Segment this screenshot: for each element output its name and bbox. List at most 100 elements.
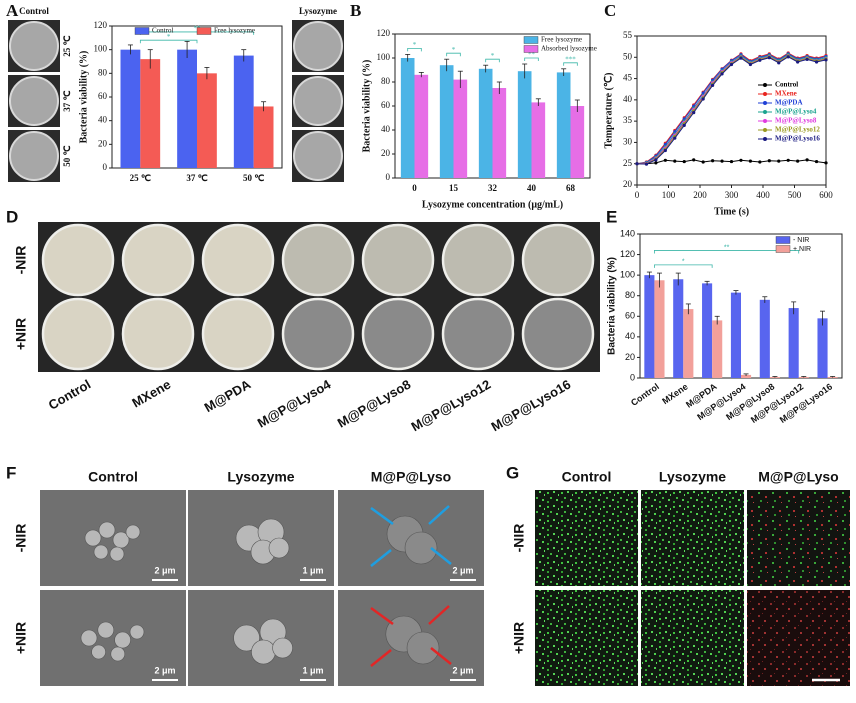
legend-swatch [134, 27, 150, 35]
cell [114, 631, 131, 649]
petri-dish [121, 223, 195, 297]
legend-label: M@PDA [775, 99, 803, 107]
point [824, 58, 828, 62]
x-tick-label: 200 [693, 190, 707, 200]
arrow [428, 605, 450, 625]
point [644, 162, 649, 166]
point [711, 159, 715, 163]
column-label: Lysozyme [227, 469, 294, 485]
bar [120, 49, 141, 168]
column-label: Control [46, 377, 94, 413]
point [701, 97, 705, 101]
petri-dish [361, 223, 435, 297]
column-label: M@P@Lyso16 [488, 377, 573, 435]
arrow [370, 549, 392, 567]
legend-swatch [523, 45, 539, 53]
y-axis-title: Bacteria viability (%) [78, 51, 89, 144]
petri-dish [521, 297, 595, 371]
legend-label: M@P@Lyso4 [775, 108, 817, 116]
petri-dish [281, 297, 355, 371]
chart-panel: 20 25 30 35 40 45 50 55 Temperature (℃) Time (s) C… [603, 1, 833, 217]
y-axis-title: Bacteria viability (%) [607, 257, 618, 355]
x-tick-label: 0 [635, 190, 640, 200]
bar [253, 106, 274, 168]
column-label: M@PDA [202, 376, 254, 415]
petri-dish [9, 131, 59, 181]
petri-dish [521, 223, 595, 297]
legend-swatch [775, 245, 791, 253]
x-tick-label: M@P@Lyso16 [778, 381, 834, 425]
point [673, 136, 677, 140]
y-tick-label: 60 [625, 311, 635, 321]
cell [93, 544, 109, 560]
petri-dish [361, 297, 435, 371]
bar [702, 283, 713, 378]
petri-dish [41, 297, 115, 371]
cell [97, 621, 115, 639]
scale-bar-label: 1 μm [302, 565, 323, 575]
legend-label: M@P@Lyso8 [775, 117, 817, 125]
y-tick-label: 100 [94, 44, 108, 54]
point [729, 159, 734, 164]
point [692, 158, 696, 162]
point [701, 160, 705, 164]
y-tick-label: 80 [98, 67, 108, 77]
point [786, 158, 790, 162]
fluorescence-image [641, 490, 744, 586]
row-label: 25 ℃ [62, 35, 72, 56]
legend-label: - NIR [793, 237, 809, 244]
y-tick-label: 25 [623, 158, 633, 168]
point [729, 62, 734, 67]
column-label: MXene [129, 377, 173, 411]
scale-bar-label: 2 μm [452, 565, 473, 575]
row-label: -NIR [511, 524, 527, 553]
cell [233, 624, 260, 652]
x-tick-label: 50 ℃ [243, 173, 264, 183]
y-tick-label: 120 [94, 20, 108, 30]
petri-dish [9, 21, 59, 71]
x-tick-label: 40 [527, 183, 537, 193]
cell [91, 644, 106, 660]
bar [654, 280, 665, 378]
panel-g: G Control Lysozyme M@P@Lyso -NIR +NIR [506, 463, 850, 686]
x-tick-label: 600 [819, 190, 833, 200]
column-label: M@P@Lyso [371, 469, 451, 485]
bar [556, 72, 571, 178]
cell [110, 646, 126, 662]
column-label: Lysozyme [659, 469, 726, 485]
y-tick-label: 0 [630, 372, 635, 382]
point [786, 55, 790, 59]
legend-label: M@P@Lyso16 [775, 135, 820, 143]
panel-letter: G [506, 463, 519, 482]
x-axis-title: Time (s) [714, 206, 749, 217]
fluorescence-image [535, 590, 638, 686]
column-label: M@P@Lyso [758, 469, 838, 485]
x-tick-label: 68 [566, 183, 576, 193]
scale-bar-label: 1 μm [302, 665, 323, 675]
bar [683, 309, 694, 378]
y-tick-label: 80 [381, 76, 391, 86]
bar [478, 68, 493, 178]
row-label: -NIR [13, 524, 29, 553]
significance-bracket [524, 57, 539, 61]
petri-dish [121, 297, 195, 371]
y-tick-label: 0 [103, 162, 108, 172]
point [682, 123, 686, 127]
row-label: 50 ℃ [62, 145, 72, 166]
significance-label: * [491, 52, 495, 60]
row-label: +NIR [13, 622, 29, 654]
bar [730, 292, 741, 378]
scale-bar-label: 2 μm [154, 565, 175, 575]
chart-panel: 0 20 40 60 80 100 120 Bacteria viability (%) Lys… [350, 1, 597, 210]
significance-bracket [485, 58, 500, 63]
significance-label: * [167, 33, 171, 41]
x-tick-label: 100 [662, 190, 676, 200]
y-tick-label: 35 [623, 115, 633, 125]
panel-letter: C [604, 1, 616, 20]
arrow [430, 647, 452, 665]
panel-f: F Control Lysozyme M@P@Lyso -NIR 2 μm 1 μm 2 μm… [6, 463, 484, 686]
point [748, 159, 753, 163]
x-tick-label: 32 [488, 183, 498, 193]
bar [788, 308, 799, 378]
